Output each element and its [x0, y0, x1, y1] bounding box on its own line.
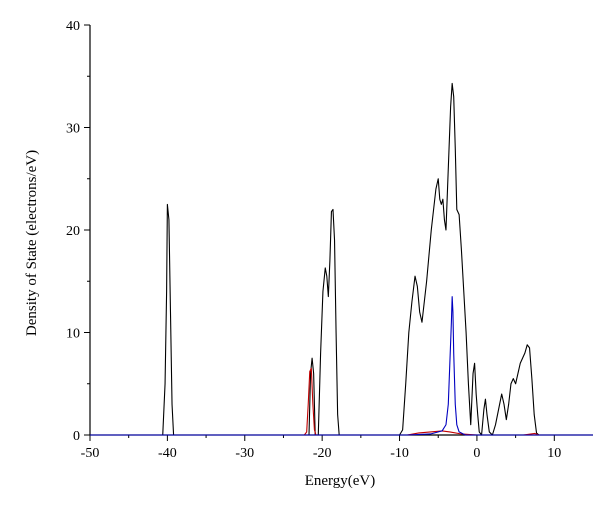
x-tick-label: -10 — [390, 446, 409, 461]
dos-total-line — [90, 82, 593, 436]
x-tick-label: -20 — [313, 446, 332, 461]
y-axis-title: Density of State (electrons/eV) — [24, 150, 40, 336]
x-axis-title: Energy(eV) — [305, 473, 376, 489]
x-tick-label: 0 — [473, 446, 480, 461]
dos-blue-line — [90, 296, 593, 436]
x-tick-label: -50 — [81, 446, 100, 461]
y-tick-label: 30 — [66, 122, 80, 137]
x-tick-label: -40 — [158, 446, 177, 461]
series-layer — [90, 82, 593, 436]
x-tick-label: -30 — [235, 446, 254, 461]
y-tick-label: 0 — [73, 429, 80, 444]
y-tick-label: 20 — [66, 224, 80, 239]
axes-layer: -50 -40 -30 -20 -10 0 10 0 10 20 30 40 — [66, 19, 593, 461]
x-tick-label: 10 — [547, 446, 561, 461]
y-tick-label: 10 — [66, 327, 80, 342]
y-tick-label: 40 — [66, 19, 80, 34]
